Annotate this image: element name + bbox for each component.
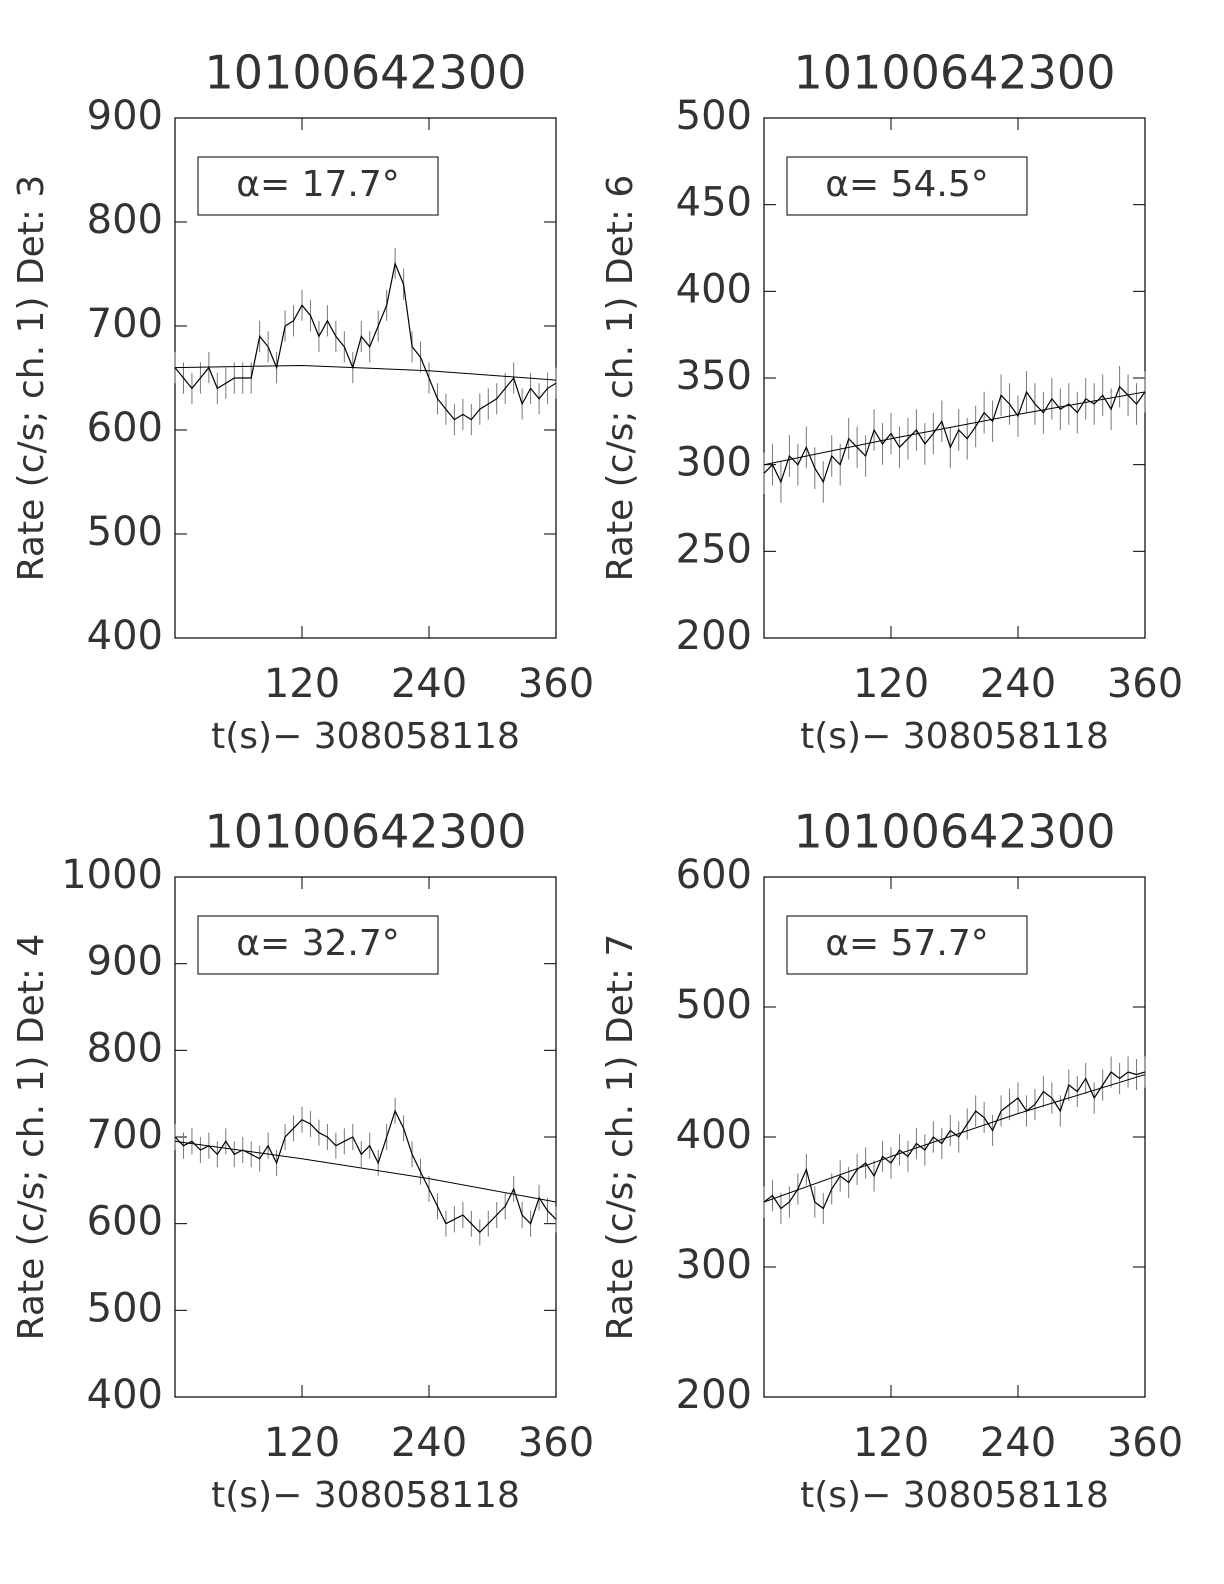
- y-tick-label: 400: [676, 266, 752, 312]
- y-tick-label: 300: [676, 440, 752, 486]
- y-axis-label: Rate (c/s; ch. 1) Det: 7: [600, 934, 641, 1341]
- y-tick-label: 200: [676, 1372, 752, 1418]
- y-tick-label: 700: [87, 301, 163, 347]
- x-axis-label: t(s)− 308058118: [800, 716, 1109, 757]
- annotation: α= 57.7°: [825, 923, 989, 964]
- x-tick-label: 120: [853, 1420, 929, 1466]
- y-tick-label: 400: [87, 613, 163, 659]
- y-tick-label: 500: [87, 509, 163, 555]
- y-tick-label: 600: [87, 405, 163, 451]
- data-line: [763, 385, 1146, 484]
- y-tick-label: 500: [676, 982, 752, 1028]
- annotation-box: [197, 915, 439, 975]
- x-tick-label: 360: [518, 661, 594, 707]
- y-tick-label: 350: [676, 353, 752, 399]
- y-tick-label: 200: [676, 613, 752, 659]
- y-tick-label: 800: [87, 197, 163, 243]
- x-axis-label: t(s)− 308058118: [211, 716, 520, 757]
- y-tick-label: 300: [676, 1242, 752, 1288]
- y-tick-label: 900: [87, 93, 163, 139]
- y-tick-label: 600: [676, 852, 752, 898]
- panel: 10100642300 t(s)− 308058118 Rate (c/s; ch.…: [11, 805, 594, 1517]
- annotation: α= 17.7°: [236, 164, 400, 205]
- y-tick-label: 900: [87, 939, 163, 985]
- y-tick-label: 1000: [61, 852, 163, 898]
- panel: 10100642300 t(s)− 308058118 Rate (c/s; ch.…: [600, 46, 1183, 758]
- annotation-box: [197, 156, 439, 216]
- y-tick-label: 250: [676, 526, 752, 572]
- annotation: α= 54.5°: [825, 164, 989, 205]
- x-tick-label: 120: [264, 661, 340, 707]
- panel-title: 10100642300: [205, 805, 527, 859]
- x-tick-label: 240: [980, 1420, 1056, 1466]
- x-tick-label: 240: [980, 661, 1056, 707]
- y-tick-label: 400: [676, 1112, 752, 1158]
- fit-line: [174, 364, 557, 381]
- x-tick-label: 240: [391, 1420, 467, 1466]
- panel: 10100642300 t(s)− 308058118 Rate (c/s; ch.…: [11, 46, 594, 758]
- fit-line: [763, 391, 1146, 466]
- data-line: [174, 261, 557, 421]
- panel-title: 10100642300: [205, 46, 527, 100]
- y-tick-label: 600: [87, 1199, 163, 1245]
- annotation: α= 32.7°: [236, 923, 400, 964]
- annotation-box: [786, 156, 1028, 216]
- y-tick-label: 400: [87, 1372, 163, 1418]
- panel: 10100642300 t(s)− 308058118 Rate (c/s; ch.…: [600, 805, 1183, 1517]
- y-tick-label: 700: [87, 1112, 163, 1158]
- y-tick-label: 450: [676, 180, 752, 226]
- data-line: [763, 1071, 1146, 1210]
- y-axis-label: Rate (c/s; ch. 1) Det: 4: [11, 934, 52, 1341]
- x-tick-label: 360: [518, 1420, 594, 1466]
- x-tick-label: 120: [853, 661, 929, 707]
- annotation-box: [786, 915, 1028, 975]
- panel-title: 10100642300: [794, 46, 1116, 100]
- panel-title: 10100642300: [794, 805, 1116, 859]
- data-line: [174, 1109, 557, 1234]
- y-tick-label: 500: [676, 93, 752, 139]
- x-tick-label: 120: [264, 1420, 340, 1466]
- y-tick-label: 800: [87, 1025, 163, 1071]
- y-axis-label: Rate (c/s; ch. 1) Det: 3: [11, 175, 52, 582]
- x-axis-label: t(s)− 308058118: [800, 1475, 1109, 1516]
- x-tick-label: 360: [1107, 1420, 1183, 1466]
- fit-line: [763, 1074, 1146, 1203]
- x-tick-label: 360: [1107, 661, 1183, 707]
- fit-line: [174, 1140, 557, 1203]
- y-tick-label: 500: [87, 1285, 163, 1331]
- y-axis-label: Rate (c/s; ch. 1) Det: 6: [600, 175, 641, 582]
- x-tick-label: 240: [391, 661, 467, 707]
- x-axis-label: t(s)− 308058118: [211, 1475, 520, 1516]
